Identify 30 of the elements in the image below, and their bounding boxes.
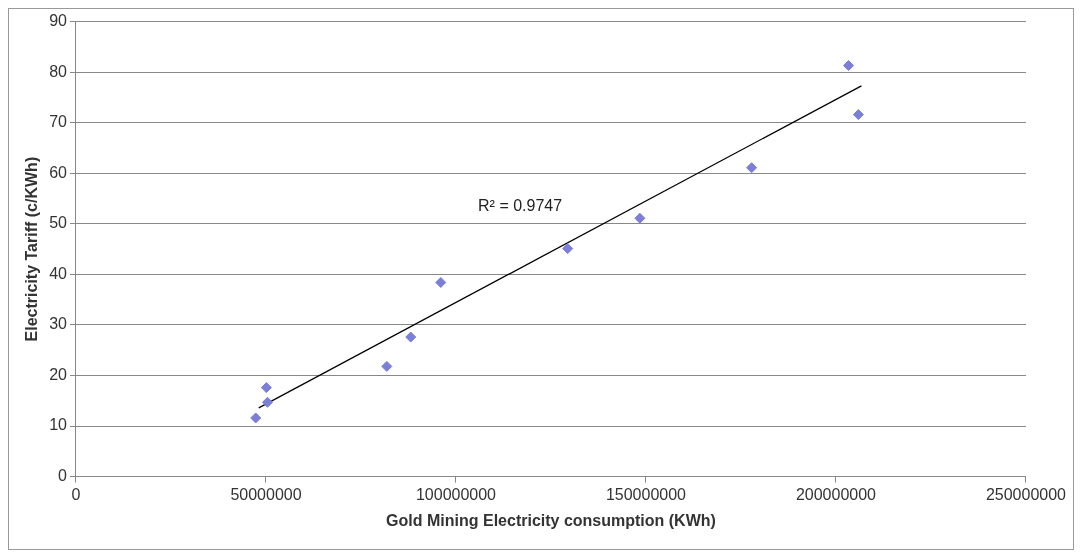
x-tick-label: 50000000 (230, 485, 302, 503)
y-tick-label: 20 (49, 365, 68, 383)
x-tick-label: 100000000 (415, 485, 497, 503)
y-axis-title: Electricity Tariff (c/KWh) (23, 156, 41, 342)
y-tick-label: 90 (49, 12, 68, 30)
point (634, 212, 646, 224)
point (262, 396, 274, 408)
x-tick-label: 150000000 (605, 485, 687, 503)
y-tick-label: 80 (49, 62, 68, 80)
point (852, 109, 864, 121)
point (843, 60, 854, 72)
x-tick-label: 0 (71, 485, 81, 503)
y-tick-label: 70 (49, 113, 68, 131)
x-tick-label: 250000000 (985, 485, 1067, 503)
y-tick-label: 10 (49, 416, 68, 434)
y-tick-label: 50 (49, 214, 68, 232)
x-tick-label: 200000000 (795, 485, 877, 503)
y-tick-label: 30 (49, 315, 68, 333)
point (381, 360, 393, 372)
x-axis-title: Gold Mining Electricity consumption (KWh) (386, 511, 716, 529)
y-tick-label: 60 (49, 163, 68, 181)
point (405, 331, 417, 343)
y-tick-label: 0 (58, 467, 68, 485)
point (435, 276, 447, 288)
annotation: R² = 0.9747 (478, 197, 563, 215)
point (260, 382, 272, 394)
point (746, 162, 758, 174)
point (250, 412, 262, 424)
point (562, 243, 574, 255)
y-tick-label: 40 (49, 264, 68, 282)
